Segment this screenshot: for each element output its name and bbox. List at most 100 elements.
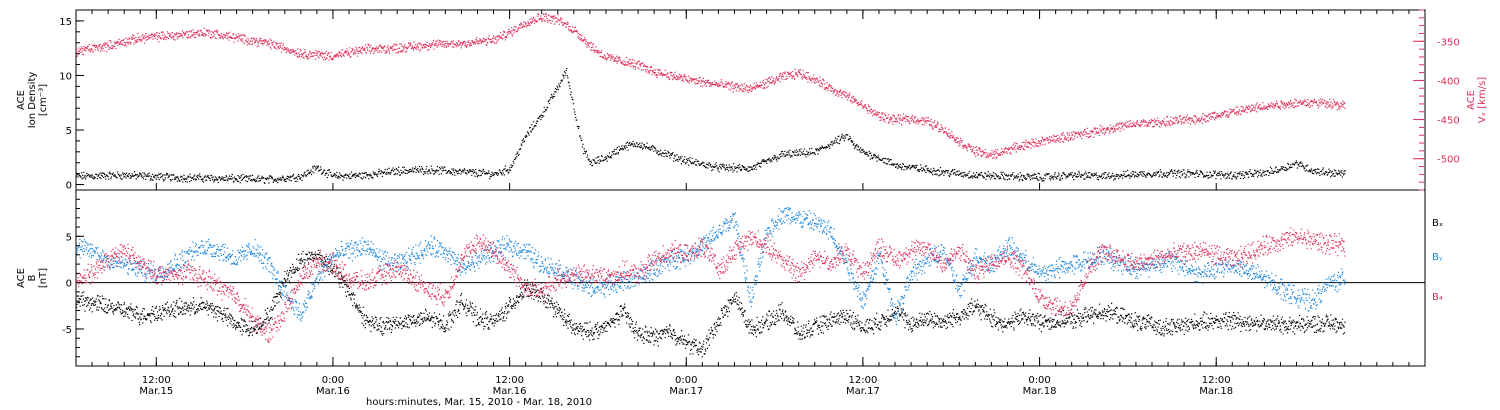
data-point xyxy=(833,140,835,142)
data-point xyxy=(110,177,112,180)
data-point xyxy=(784,155,786,157)
data-point xyxy=(841,92,843,95)
data-point xyxy=(1331,170,1333,173)
data-point xyxy=(389,52,391,54)
data-point xyxy=(881,159,883,161)
data-point xyxy=(566,21,568,23)
data-point xyxy=(222,177,224,179)
data-point xyxy=(1330,171,1332,173)
data-point xyxy=(888,159,890,161)
data-point xyxy=(326,172,328,174)
data-point xyxy=(951,169,953,172)
data-point xyxy=(234,178,236,180)
data-point xyxy=(754,87,756,89)
data-point xyxy=(1024,143,1026,145)
data-point xyxy=(1109,177,1111,180)
data-point xyxy=(1146,174,1148,176)
data-point xyxy=(1020,145,1022,147)
data-point xyxy=(1087,172,1089,174)
data-point xyxy=(1080,131,1082,133)
data-point xyxy=(1009,152,1011,154)
data-point xyxy=(590,160,592,162)
data-point xyxy=(751,167,753,169)
data-point xyxy=(949,132,951,134)
data-point xyxy=(650,65,652,67)
data-point xyxy=(609,156,611,159)
data-point xyxy=(287,178,289,180)
data-point xyxy=(143,36,145,38)
data-point xyxy=(368,178,370,180)
data-point xyxy=(966,147,968,150)
data-point xyxy=(1023,176,1025,178)
data-point xyxy=(1166,176,1168,178)
data-point xyxy=(1326,174,1328,176)
data-point xyxy=(748,86,750,89)
data-point xyxy=(905,166,907,168)
data-point xyxy=(1079,174,1081,176)
data-point xyxy=(439,40,441,42)
data-point xyxy=(653,146,656,148)
data-point xyxy=(428,43,431,45)
data-point xyxy=(332,59,334,61)
data-point xyxy=(215,37,217,40)
data-point xyxy=(212,36,214,38)
data-point xyxy=(221,178,223,180)
data-point xyxy=(411,170,413,172)
data-point xyxy=(1049,141,1051,144)
data-point xyxy=(1019,145,1021,147)
data-point xyxy=(891,121,893,123)
data-point xyxy=(995,149,997,151)
data-point xyxy=(659,153,661,155)
data-point xyxy=(681,76,683,78)
data-point xyxy=(878,159,880,161)
data-point xyxy=(881,116,884,119)
data-point xyxy=(84,174,86,177)
data-point xyxy=(569,29,571,31)
data-point xyxy=(333,174,335,177)
data-point xyxy=(1125,125,1127,128)
data-point xyxy=(600,155,603,157)
data-point xyxy=(768,80,770,83)
data-point xyxy=(163,174,165,176)
data-point xyxy=(877,111,879,113)
data-point xyxy=(688,82,690,84)
data-point xyxy=(756,86,758,88)
data-point xyxy=(1296,161,1298,164)
data-point xyxy=(1232,108,1234,111)
data-point xyxy=(320,168,322,170)
data-point xyxy=(523,21,525,23)
data-point xyxy=(631,62,633,64)
data-point xyxy=(1135,122,1137,124)
data-point xyxy=(676,76,678,78)
data-point xyxy=(633,59,635,62)
data-point xyxy=(458,44,461,46)
data-point xyxy=(559,82,562,84)
data-point xyxy=(606,58,608,60)
data-point xyxy=(572,99,574,101)
data-point xyxy=(1199,120,1202,122)
data-point xyxy=(504,39,507,41)
data-point xyxy=(100,47,102,50)
data-point xyxy=(1056,137,1059,140)
data-point xyxy=(711,82,713,84)
data-point xyxy=(227,179,229,182)
data-point xyxy=(830,85,832,87)
data-point xyxy=(340,54,342,56)
data-point xyxy=(474,175,476,177)
data-point xyxy=(979,149,981,151)
data-point xyxy=(708,162,711,164)
data-point xyxy=(669,155,671,157)
data-point xyxy=(476,173,478,175)
data-point xyxy=(297,56,299,59)
data-point xyxy=(745,89,747,91)
data-point xyxy=(1113,127,1116,130)
data-point xyxy=(694,81,696,84)
data-point xyxy=(480,174,482,176)
data-point xyxy=(527,132,530,135)
data-point xyxy=(957,145,960,147)
data-point xyxy=(679,159,681,161)
data-point xyxy=(720,79,722,81)
data-point xyxy=(895,121,897,123)
data-point xyxy=(987,171,989,173)
data-point xyxy=(565,26,567,28)
